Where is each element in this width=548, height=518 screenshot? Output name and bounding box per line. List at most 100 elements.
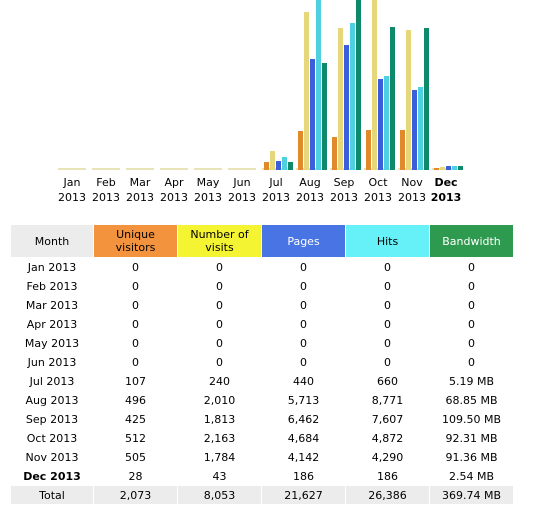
bar-unique bbox=[264, 162, 269, 170]
bar-visits bbox=[270, 151, 275, 170]
tick-label-month: Sep bbox=[334, 176, 355, 189]
bar-bandwidth bbox=[356, 0, 361, 170]
cell-hits: 0 bbox=[384, 279, 391, 293]
cell-pages: 5,713 bbox=[287, 393, 320, 407]
cell-month: Feb 2013 bbox=[26, 279, 78, 293]
bar-visits bbox=[440, 167, 445, 170]
table-row: Apr 2013 0 0 0 0 0 bbox=[11, 315, 513, 333]
cell-unique: 0 bbox=[132, 336, 139, 350]
tick-label-month: Apr bbox=[164, 176, 184, 189]
cell-hits: 4,290 bbox=[371, 450, 404, 464]
cell-month: Sep 2013 bbox=[25, 412, 79, 426]
cell-month: Dec 2013 bbox=[23, 469, 81, 483]
header-number-of-visits: Number of visits bbox=[178, 225, 261, 257]
bar-visits bbox=[406, 30, 411, 170]
cell-pages: 4,684 bbox=[287, 431, 320, 445]
bar-hits bbox=[452, 166, 457, 170]
cell-pages: 0 bbox=[300, 317, 307, 331]
bar-hits bbox=[282, 157, 287, 170]
bar-pages bbox=[276, 161, 281, 170]
bar-pages bbox=[310, 59, 315, 170]
cell-unique: 0 bbox=[132, 298, 139, 312]
tick-label-year: 2013 bbox=[58, 191, 86, 204]
table-row: Aug 2013 496 2,010 5,713 8,771 68.85 MB bbox=[11, 391, 513, 409]
cell-visits: 0 bbox=[216, 279, 223, 293]
header-unique-line2: visitors bbox=[115, 241, 156, 254]
total-bandwidth: 369.74 MB bbox=[430, 486, 513, 504]
tick-label-month: Feb bbox=[96, 176, 115, 189]
table-row: Jul 2013 107 240 440 660 5.19 MB bbox=[11, 372, 513, 390]
tick-label-month: Aug bbox=[299, 176, 320, 189]
cell-hits: 4,872 bbox=[371, 431, 404, 445]
cell-hits: 0 bbox=[384, 355, 391, 369]
tick-label-year: 2013 bbox=[92, 191, 120, 204]
cell-unique: 425 bbox=[125, 412, 146, 426]
cell-unique: 496 bbox=[125, 393, 146, 407]
bar-pages bbox=[446, 166, 451, 170]
bar-visits bbox=[304, 12, 309, 170]
tick-label-month: Jun bbox=[232, 176, 250, 189]
header-hits: Hits bbox=[346, 225, 429, 257]
total-visits: 8,053 bbox=[178, 486, 261, 504]
header-month: Month bbox=[11, 225, 93, 257]
cell-pages: 0 bbox=[300, 279, 307, 293]
tick-label-year: 2013 bbox=[126, 191, 154, 204]
cell-month: Jun 2013 bbox=[27, 355, 77, 369]
total-pages: 21,627 bbox=[262, 486, 345, 504]
tick-label-month: Mar bbox=[130, 176, 151, 189]
total-hits: 26,386 bbox=[346, 486, 429, 504]
tick-label-month: May bbox=[197, 176, 220, 189]
bar-visits bbox=[338, 28, 343, 170]
cell-visits: 1,784 bbox=[203, 450, 236, 464]
table-row: Sep 2013 425 1,813 6,462 7,607 109.50 MB bbox=[11, 410, 513, 428]
baseline-mark bbox=[92, 168, 120, 170]
tick-label-month: Nov bbox=[401, 176, 423, 189]
total-unique: 2,073 bbox=[94, 486, 177, 504]
baseline-mark bbox=[194, 168, 222, 170]
tick-label-month: Oct bbox=[368, 176, 388, 189]
cell-unique: 0 bbox=[132, 260, 139, 274]
cell-unique: 107 bbox=[125, 374, 146, 388]
tick-label-year: 2013 bbox=[330, 191, 358, 204]
bar-unique bbox=[332, 137, 337, 170]
cell-visits: 0 bbox=[216, 260, 223, 274]
baseline-mark bbox=[160, 168, 188, 170]
cell-month: Apr 2013 bbox=[26, 317, 78, 331]
bar-hits bbox=[316, 0, 321, 170]
cell-unique: 0 bbox=[132, 355, 139, 369]
cell-bandwidth: 0 bbox=[468, 279, 475, 293]
bar-bandwidth bbox=[458, 166, 463, 170]
cell-month: May 2013 bbox=[24, 336, 80, 350]
cell-bandwidth: 5.19 MB bbox=[448, 374, 495, 388]
baseline-mark bbox=[58, 168, 86, 170]
cell-unique: 28 bbox=[128, 469, 143, 483]
bar-bandwidth bbox=[322, 63, 327, 170]
bar-hits bbox=[418, 87, 423, 170]
bar-bandwidth bbox=[288, 162, 293, 170]
cell-bandwidth: 68.85 MB bbox=[445, 393, 498, 407]
header-visits-line1: Number of bbox=[190, 228, 249, 241]
cell-pages: 0 bbox=[300, 260, 307, 274]
cell-visits: 1,813 bbox=[203, 412, 236, 426]
table-row: Oct 2013 512 2,163 4,684 4,872 92.31 MB bbox=[11, 429, 513, 447]
table-row: Dec 2013 28 43 186 186 2.54 MB bbox=[11, 467, 513, 485]
table-header-row: Month Unique visitors Number of visits Pag… bbox=[11, 225, 513, 257]
cell-pages: 186 bbox=[293, 469, 314, 483]
tick-label-year: 2013 bbox=[431, 191, 462, 204]
bar-pages bbox=[412, 90, 417, 170]
bar-unique bbox=[298, 131, 303, 170]
bar-visits bbox=[372, 0, 377, 170]
bar-bandwidth bbox=[390, 27, 395, 170]
baseline-mark bbox=[228, 168, 256, 170]
bar-unique bbox=[400, 130, 405, 170]
cell-unique: 0 bbox=[132, 317, 139, 331]
bar-bandwidth bbox=[424, 28, 429, 170]
tick-label-year: 2013 bbox=[296, 191, 324, 204]
total-label: Total bbox=[11, 486, 93, 504]
monthly-stats-table: Month Unique visitors Number of visits Pag… bbox=[10, 224, 514, 505]
table-row: Jan 2013 0 0 0 0 0 bbox=[11, 258, 513, 276]
cell-pages: 0 bbox=[300, 336, 307, 350]
tick-label-year: 2013 bbox=[364, 191, 392, 204]
table-row: Mar 2013 0 0 0 0 0 bbox=[11, 296, 513, 314]
cell-bandwidth: 109.50 MB bbox=[441, 412, 502, 426]
